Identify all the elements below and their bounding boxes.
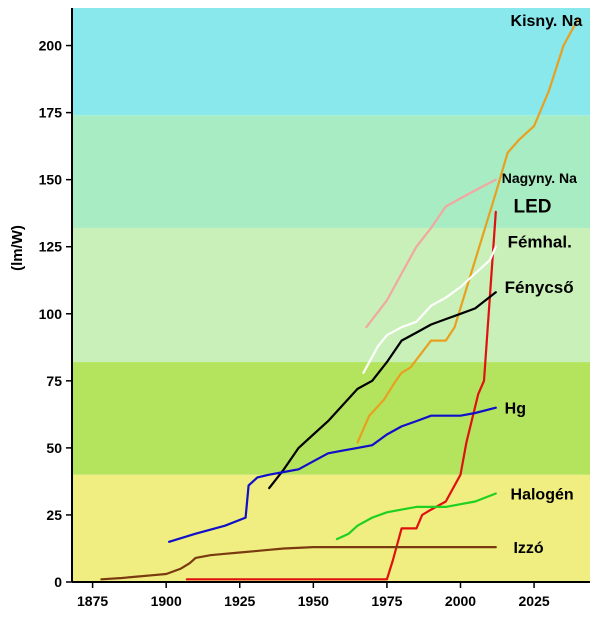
series-label-kisny-na: Kisny. Na — [511, 13, 583, 30]
y-tick-label: 50 — [46, 440, 62, 456]
series-group — [100, 17, 580, 581]
x-tick-label: 1875 — [77, 593, 108, 609]
series-labels: Kisny. Na Nagyny. Na LED Fémhal. Fénycső Hg Ha… — [502, 13, 583, 557]
series-label-nagyny-na: Nagyny. Na — [502, 170, 577, 186]
series-line-izzo — [100, 546, 497, 581]
series-line-led — [185, 210, 497, 581]
background-band — [72, 115, 590, 228]
x-tick-label: 1925 — [224, 593, 255, 609]
background-band — [72, 227, 590, 363]
y-tick-label: 25 — [46, 507, 62, 523]
series-label-izzo: Izzó — [513, 540, 543, 557]
background-band — [72, 474, 590, 582]
y-tick-label: 150 — [39, 172, 63, 188]
series-label-halogen: Halogén — [511, 486, 574, 503]
x-tick-label: 2000 — [445, 593, 476, 609]
series-label-femhal: Fémhal. — [508, 232, 572, 251]
y-tick-label: 0 — [54, 574, 62, 590]
y-axis-label: (lm/W) — [9, 225, 26, 271]
y-tick-label: 100 — [39, 306, 63, 322]
series-label-hg: Hg — [505, 401, 526, 418]
x-tick-label: 1950 — [298, 593, 329, 609]
series-line-nagyny-na — [365, 178, 497, 329]
x-tick-label: 1900 — [151, 593, 182, 609]
axes: 0 25 50 75 100 125 150 175 200 1875 1900 1925 1950 19… — [39, 8, 590, 609]
series-line-fenycso — [268, 291, 497, 490]
y-tick-label: 125 — [39, 239, 63, 255]
series-label-fenycso: Fénycső — [505, 278, 574, 297]
series-line-femhal — [362, 245, 497, 374]
x-tick-label: 2025 — [519, 593, 550, 609]
y-tick-label: 175 — [39, 105, 63, 121]
y-tick-label: 75 — [46, 373, 62, 389]
series-label-led: LED — [513, 196, 551, 217]
background-band — [72, 8, 590, 116]
y-tick-label: 200 — [39, 38, 63, 54]
series-line-hg — [168, 406, 497, 543]
series-line-kisny-na — [356, 17, 580, 444]
series-line-halogen — [335, 492, 497, 541]
x-tick-label: 1975 — [371, 593, 402, 609]
